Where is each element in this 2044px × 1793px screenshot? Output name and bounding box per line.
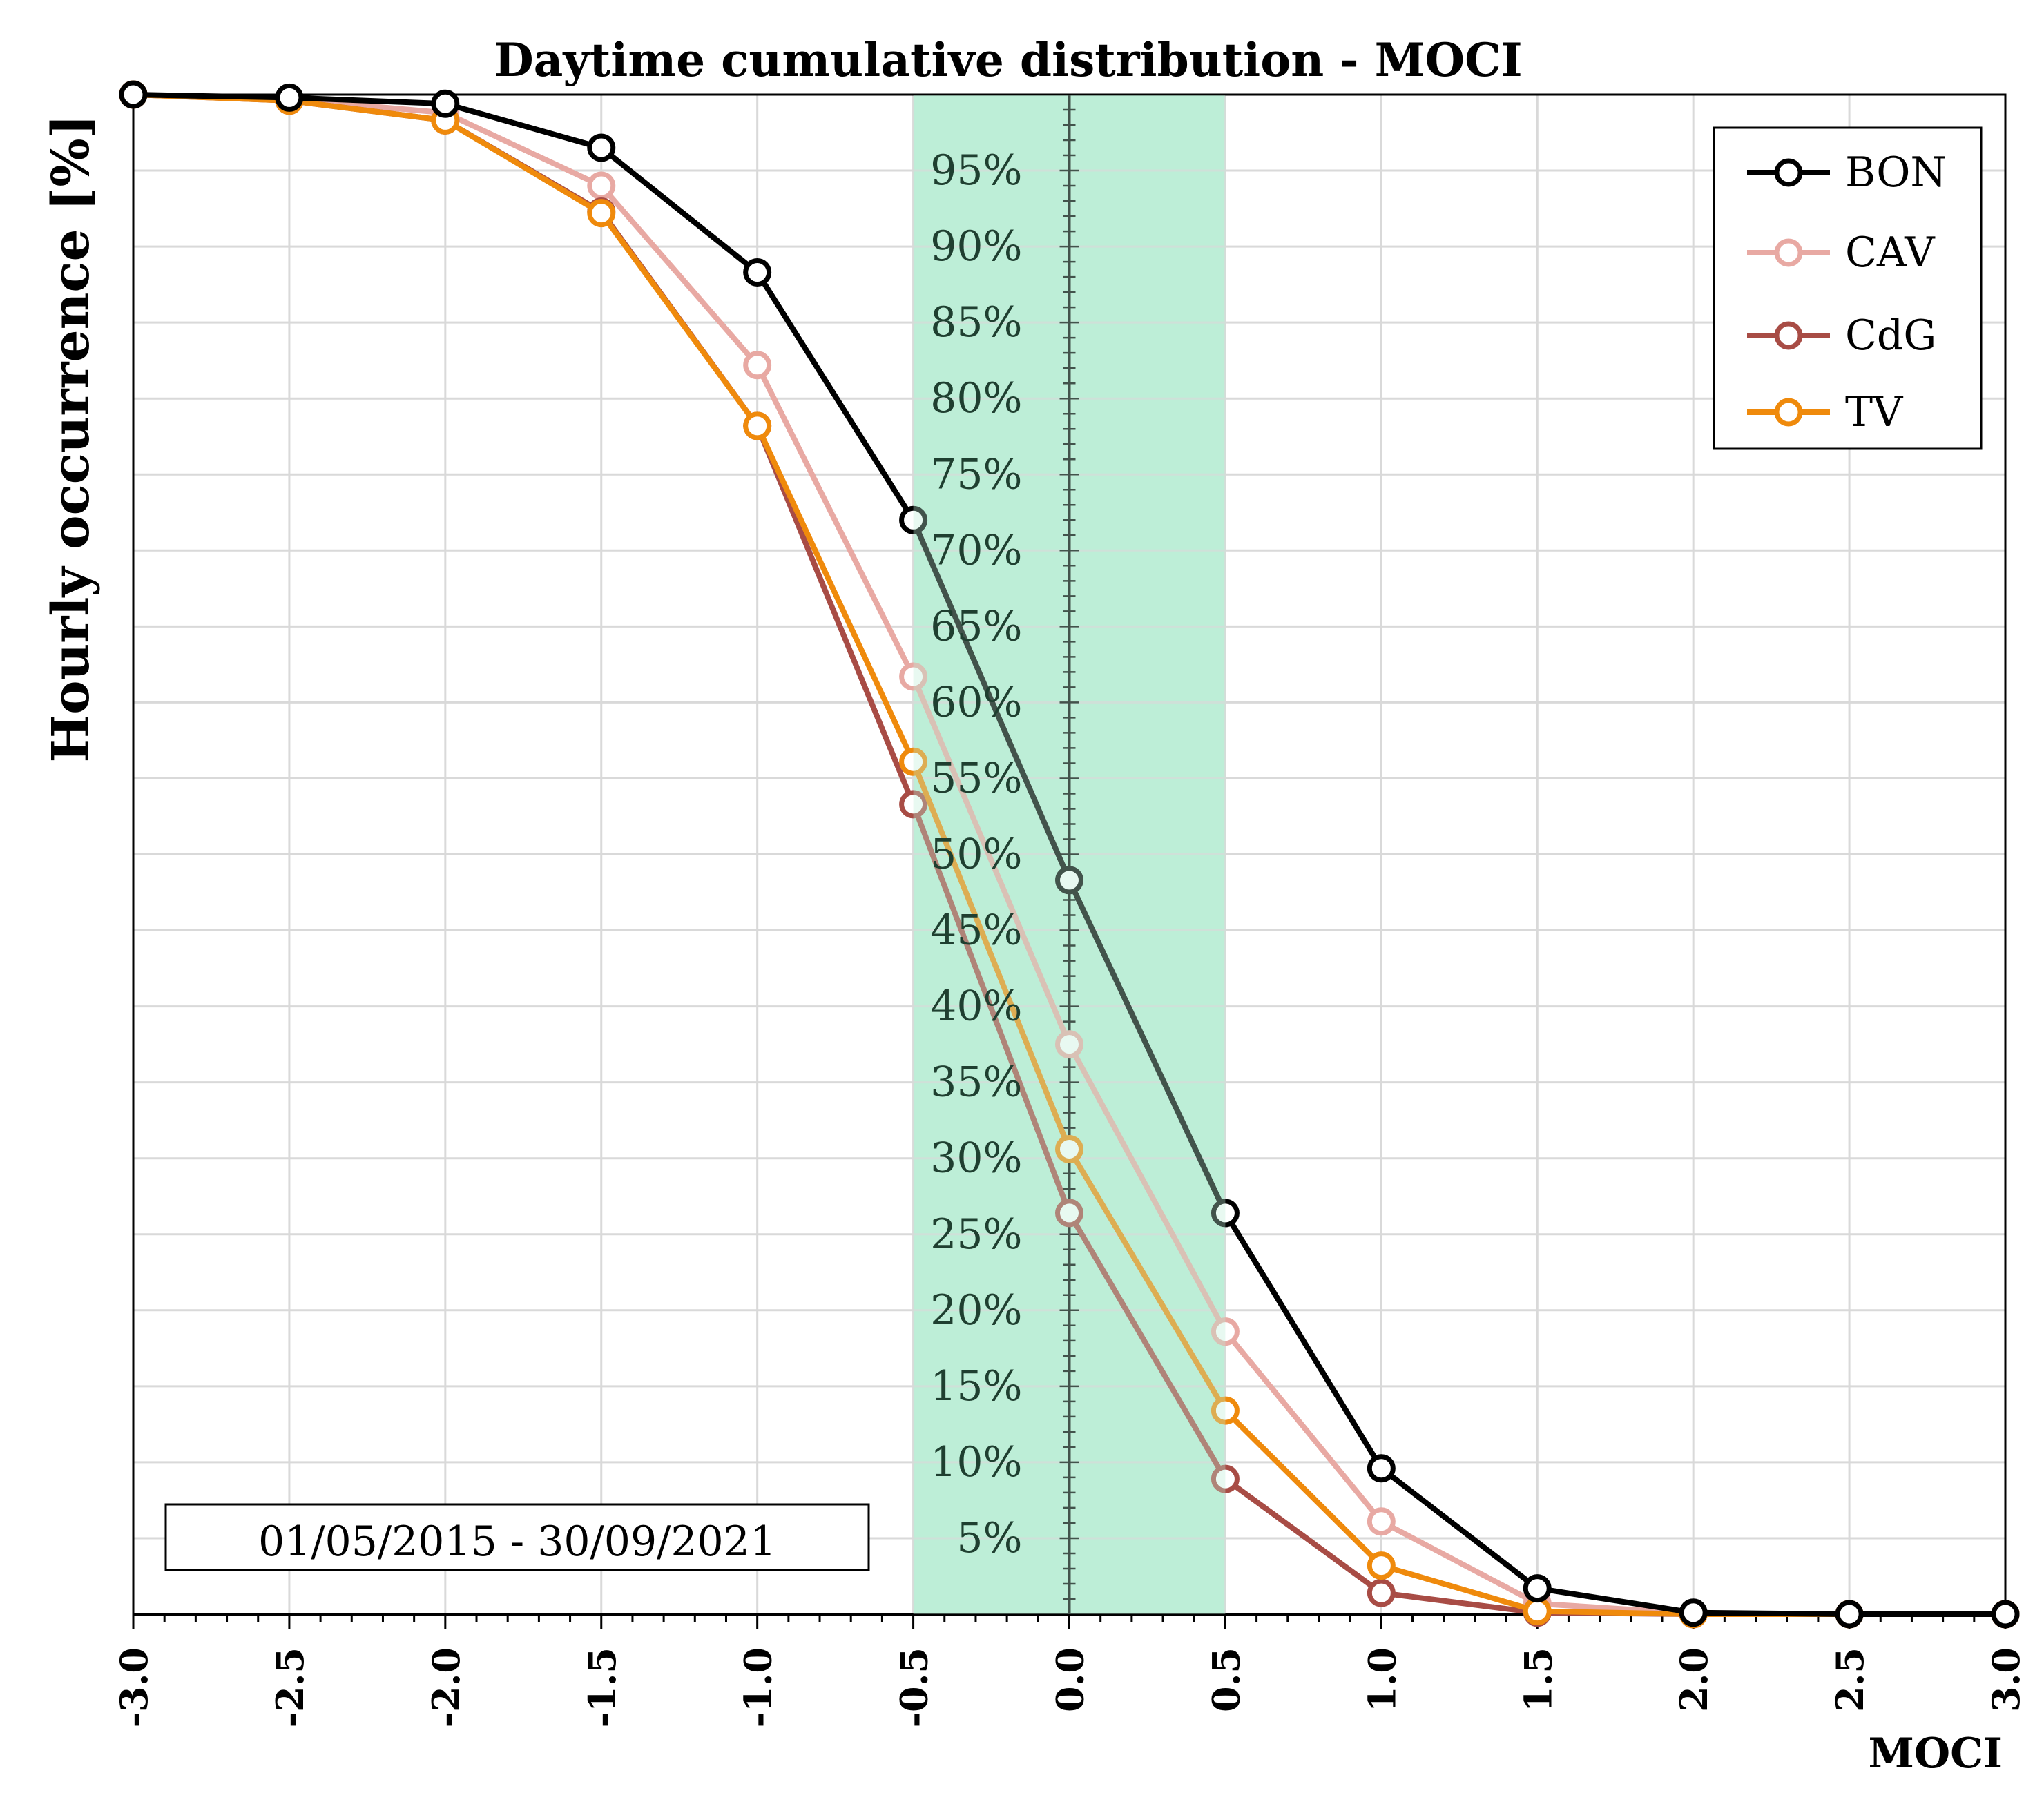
legend-marker xyxy=(1774,238,1803,267)
y-axis-title: Hourly occurrence [%] xyxy=(41,114,101,762)
y-tick-label: 40% xyxy=(930,982,1022,1031)
x-tick-label: -0.5 xyxy=(892,1647,936,1727)
x-tick-label: 2.0 xyxy=(1672,1647,1716,1712)
data-point-bon xyxy=(743,258,772,287)
data-point-tv xyxy=(743,411,772,440)
data-point-cav xyxy=(1211,1317,1240,1346)
data-point-tv xyxy=(587,199,616,228)
y-tick-label: 90% xyxy=(930,222,1022,271)
data-point-bon xyxy=(1211,1199,1240,1228)
y-tick-label: 70% xyxy=(930,526,1022,574)
x-tick-label: -1.0 xyxy=(736,1647,780,1727)
legend-frame xyxy=(1713,126,1983,450)
legend-label: TV xyxy=(1845,388,1904,436)
legend-label: CAV xyxy=(1845,229,1936,277)
date-range-frame xyxy=(164,1503,870,1571)
y-tick-label: 80% xyxy=(930,374,1022,423)
label-layer: 5% 10% 15% 20% 25% 30% 35% 40% 45% 50% 55% 60% 65% 70… xyxy=(112,146,2028,1727)
legend-marker xyxy=(1774,398,1803,427)
data-point-tv xyxy=(1523,1597,1552,1626)
y-tick-label: 10% xyxy=(930,1438,1022,1486)
y-tick-label: 95% xyxy=(930,146,1022,195)
data-point-tv xyxy=(1367,1551,1396,1580)
data-point-tv xyxy=(899,747,928,776)
data-point-bon xyxy=(899,505,928,534)
x-axis-title: MOCI xyxy=(1868,1729,2003,1778)
data-point-tv xyxy=(1055,1134,1083,1163)
data-point-bon xyxy=(119,80,148,109)
data-point-bon xyxy=(1367,1454,1396,1483)
data-point-tv xyxy=(1211,1396,1240,1425)
legend-item-cdg: CdG xyxy=(1747,311,1936,360)
y-tick-label: 35% xyxy=(930,1058,1022,1107)
data-point-bon xyxy=(1835,1600,1864,1629)
x-tick-label: -2.5 xyxy=(268,1647,312,1727)
chart-title: Daytime cumulative distribution - MOCI xyxy=(494,33,1522,87)
y-tick-label: 85% xyxy=(930,298,1022,347)
x-tick-label: 2.5 xyxy=(1828,1647,1872,1712)
data-point-bon xyxy=(1991,1600,2020,1629)
y-tick-label: 50% xyxy=(930,831,1022,879)
highlight-band-overlay xyxy=(913,95,1226,1614)
data-point-cav xyxy=(1367,1507,1396,1536)
data-point-bon xyxy=(275,83,304,112)
x-tick-label: 0.0 xyxy=(1048,1647,1092,1712)
data-point-bon xyxy=(1523,1574,1552,1603)
data-point-cdg xyxy=(899,790,928,819)
y-tick-label: 65% xyxy=(930,602,1022,650)
data-point-cav xyxy=(899,662,928,691)
y-tick-label: 15% xyxy=(930,1362,1022,1411)
legend: BON CAV CdG TV xyxy=(1713,126,1983,450)
data-point-bon xyxy=(1055,866,1083,895)
legend-item-cav: CAV xyxy=(1747,229,1936,277)
y-tick-label: 45% xyxy=(930,907,1022,955)
data-point-cdg xyxy=(1055,1199,1083,1228)
x-tick-label: 1.0 xyxy=(1360,1647,1404,1712)
y-tick-label: 20% xyxy=(930,1286,1022,1335)
x-tick-label: 0.5 xyxy=(1204,1647,1248,1712)
x-tick-label: 1.5 xyxy=(1516,1647,1560,1712)
legend-label: BON xyxy=(1845,148,1947,197)
data-point-bon xyxy=(587,133,616,162)
legend-marker xyxy=(1774,321,1803,350)
x-tick-label: -1.5 xyxy=(580,1647,624,1727)
data-point-bon xyxy=(431,89,460,118)
legend-label: CdG xyxy=(1845,311,1936,360)
date-range-label: 01/05/2015 - 30/09/2021 xyxy=(258,1518,776,1566)
series-layer xyxy=(119,80,2020,1629)
y-tick-label: 25% xyxy=(930,1210,1022,1259)
x-tick-label: -2.0 xyxy=(424,1647,468,1727)
data-point-cav xyxy=(1055,1030,1083,1059)
y-tick-label: 60% xyxy=(930,678,1022,726)
x-tick-label: 3.0 xyxy=(1984,1647,2028,1712)
y-tick-label: 30% xyxy=(930,1134,1022,1183)
data-point-cav xyxy=(587,171,616,200)
data-point-cdg xyxy=(1367,1578,1396,1607)
series-bon xyxy=(119,80,2020,1629)
date-range-box: 01/05/2015 - 30/09/2021 xyxy=(164,1503,870,1571)
legend-item-bon: BON xyxy=(1747,148,1947,197)
y-tick-label: 5% xyxy=(956,1514,1022,1562)
y-tick-label: 55% xyxy=(930,754,1022,802)
data-point-cdg xyxy=(1211,1464,1240,1493)
legend-marker xyxy=(1774,158,1803,187)
data-point-cav xyxy=(743,351,772,380)
data-point-bon xyxy=(1679,1598,1708,1627)
legend-item-tv: TV xyxy=(1747,388,1904,436)
y-tick-label: 75% xyxy=(930,450,1022,498)
x-tick-label: -3.0 xyxy=(112,1647,156,1727)
